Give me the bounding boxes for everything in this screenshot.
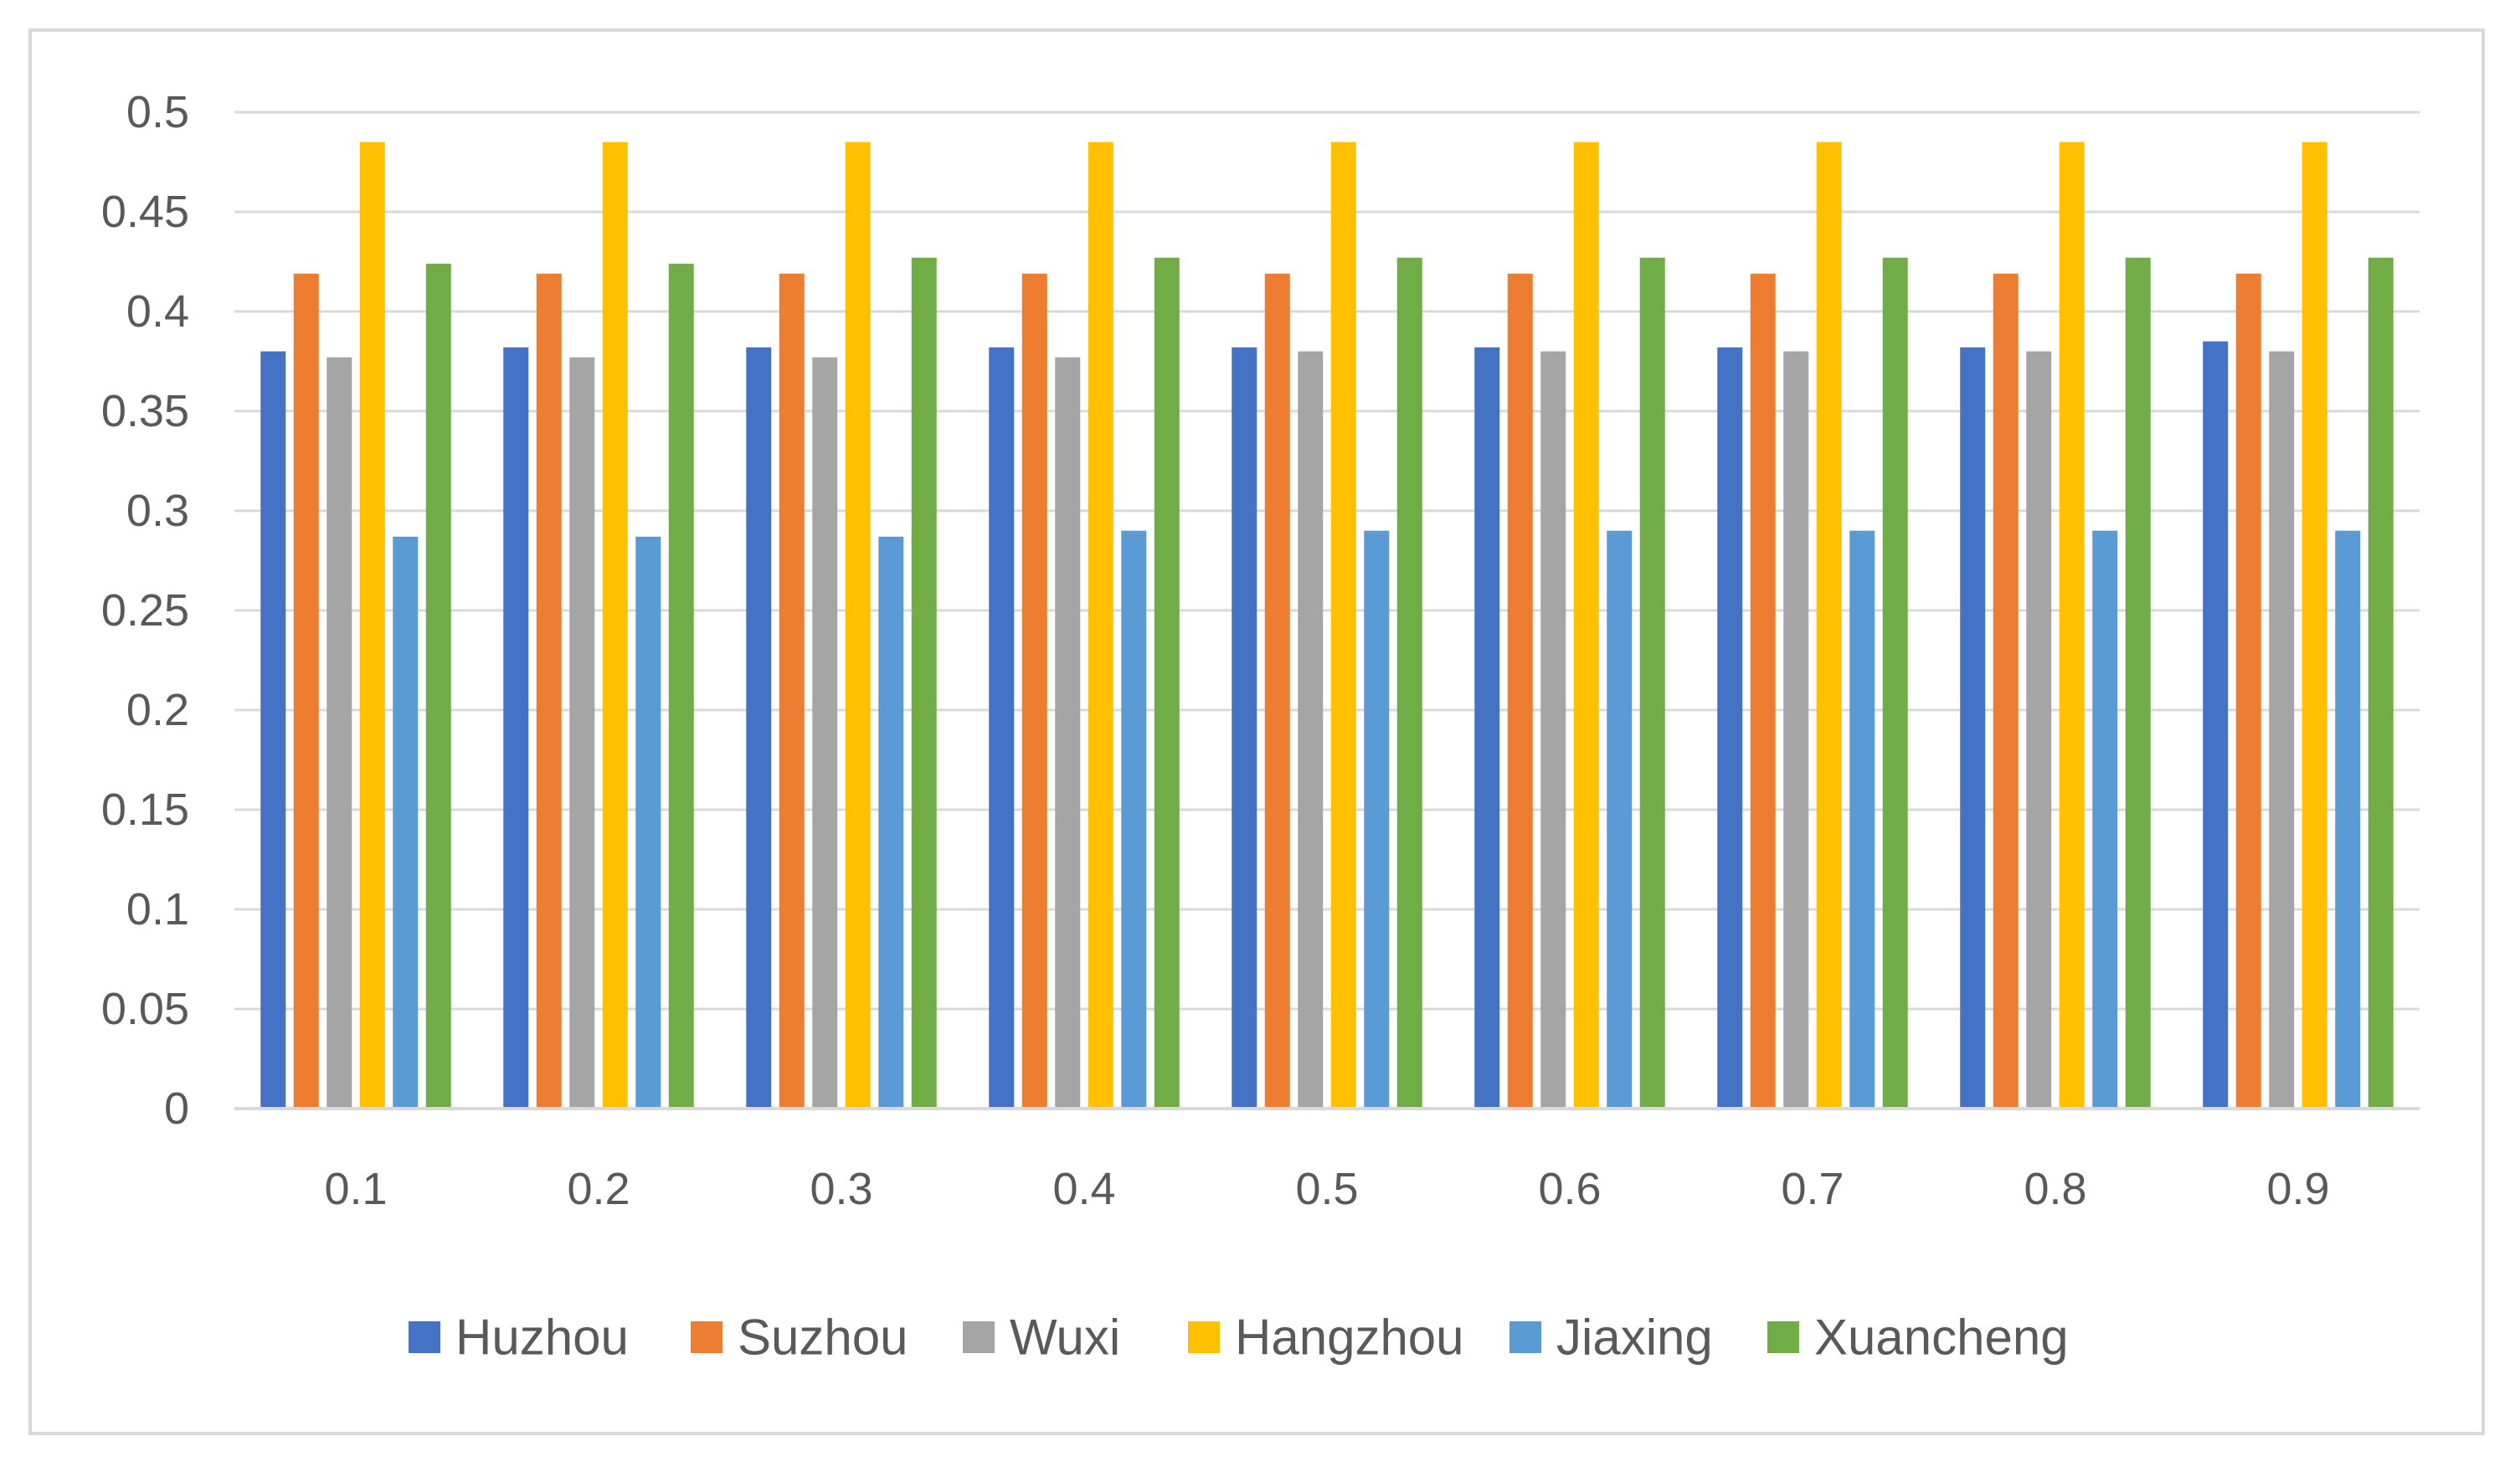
bar-wuxi-0.9: [2269, 351, 2295, 1109]
y-tick-label: 0.45: [101, 187, 189, 237]
bar-jiaxing-0.9: [2335, 530, 2361, 1109]
y-tick-label: 0.4: [126, 286, 189, 337]
legend-label: Xuancheng: [1814, 1310, 2069, 1366]
bar-suzhou-0.9: [2235, 273, 2261, 1109]
y-tick-label: 0.3: [126, 486, 189, 536]
bar-jiaxing-0.4: [1121, 530, 1147, 1109]
y-tick-label: 0.5: [126, 87, 189, 137]
bar-jiaxing-0.1: [393, 536, 419, 1109]
bar-wuxi-0.7: [1783, 351, 1809, 1109]
bar-huzhou-0.4: [989, 347, 1015, 1109]
legend-label: Huzhou: [455, 1310, 629, 1366]
bars: [260, 142, 2394, 1109]
y-axis-ticks: 0 0.05 0.1 0.15 0.2 0.25 0.3 0.35 0.4 0.45 0.5: [101, 87, 189, 1134]
bar-huzhou-0.1: [260, 351, 286, 1109]
bar-hangzhou-0.3: [845, 142, 871, 1109]
bar-xuancheng-0.4: [1154, 257, 1180, 1109]
bar-xuancheng-0.2: [668, 263, 694, 1109]
bar-huzhou-0.2: [503, 347, 529, 1109]
legend-swatch: [1509, 1321, 1541, 1353]
bar-wuxi-0.1: [327, 357, 352, 1109]
legend-item-hangzhou: Hangzhou: [1188, 1310, 1464, 1366]
bar-huzhou-0.5: [1232, 347, 1257, 1109]
legend-swatch: [409, 1321, 440, 1353]
x-axis-ticks: 0.1 0.2 0.3 0.4 0.5 0.6 0.7 0.8 0.9: [324, 1164, 2329, 1214]
bar-hangzhou-0.2: [602, 142, 628, 1109]
legend: Huzhou Suzhou Wuxi Hangzhou Jiaxing Xuancheng: [409, 1310, 2069, 1366]
bar-jiaxing-0.3: [878, 536, 904, 1109]
legend-swatch: [963, 1321, 995, 1353]
bar-jiaxing-0.6: [1607, 530, 1633, 1109]
bar-hangzhou-0.6: [1573, 142, 1599, 1109]
bar-jiaxing-0.2: [635, 536, 661, 1109]
x-tick-label: 0.7: [1781, 1164, 1844, 1214]
legend-item-suzhou: Suzhou: [691, 1310, 908, 1366]
bar-suzhou-0.7: [1750, 273, 1776, 1109]
bar-xuancheng-0.3: [911, 257, 937, 1109]
bar-wuxi-0.2: [569, 357, 595, 1109]
bar-suzhou-0.6: [1507, 273, 1533, 1109]
bar-wuxi-0.8: [2026, 351, 2052, 1109]
y-tick-label: 0: [164, 1084, 189, 1134]
legend-label: Jiaxing: [1556, 1310, 1713, 1366]
bar-huzhou-0.6: [1474, 347, 1500, 1109]
x-tick-label: 0.8: [2024, 1164, 2086, 1214]
bar-suzhou-0.2: [536, 273, 562, 1109]
bar-xuancheng-0.5: [1396, 257, 1422, 1109]
bar-wuxi-0.4: [1055, 357, 1081, 1109]
bar-xuancheng-0.8: [2125, 257, 2151, 1109]
bar-suzhou-0.4: [1021, 273, 1047, 1109]
x-tick-label: 0.9: [2266, 1164, 2329, 1214]
bar-wuxi-0.3: [812, 357, 838, 1109]
legend-item-wuxi: Wuxi: [963, 1310, 1120, 1366]
y-tick-label: 0.15: [101, 785, 189, 835]
bar-wuxi-0.5: [1298, 351, 1324, 1109]
y-tick-label: 0.1: [126, 884, 189, 934]
y-tick-label: 0.05: [101, 984, 189, 1034]
bar-jiaxing-0.8: [2092, 530, 2118, 1109]
legend-label: Suzhou: [738, 1310, 908, 1366]
bar-huzhou-0.7: [1717, 347, 1743, 1109]
bar-xuancheng-0.6: [1639, 257, 1665, 1109]
bar-hangzhou-0.9: [2301, 142, 2327, 1109]
bar-xuancheng-0.7: [1882, 257, 1908, 1109]
y-tick-label: 0.25: [101, 585, 189, 636]
legend-swatch: [691, 1321, 723, 1353]
legend-label: Hangzhou: [1235, 1310, 1464, 1366]
x-tick-label: 0.1: [324, 1164, 387, 1214]
bar-suzhou-0.8: [1993, 273, 2019, 1109]
y-tick-label: 0.2: [126, 685, 189, 735]
legend-item-jiaxing: Jiaxing: [1509, 1310, 1713, 1366]
bar-xuancheng-0.9: [2368, 257, 2394, 1109]
x-tick-label: 0.5: [1295, 1164, 1358, 1214]
bar-huzhou-0.9: [2203, 341, 2229, 1109]
bar-suzhou-0.1: [293, 273, 319, 1109]
bar-hangzhou-0.5: [1330, 142, 1356, 1109]
legend-swatch: [1767, 1321, 1799, 1353]
bar-hangzhou-0.7: [1816, 142, 1842, 1109]
bar-suzhou-0.3: [779, 273, 805, 1109]
bar-huzhou-0.8: [1960, 347, 1986, 1109]
x-tick-label: 0.6: [1538, 1164, 1601, 1214]
bar-hangzhou-0.8: [2059, 142, 2085, 1109]
bar-jiaxing-0.5: [1364, 530, 1390, 1109]
legend-swatch: [1188, 1321, 1220, 1353]
bar-hangzhou-0.1: [359, 142, 385, 1109]
bar-xuancheng-0.1: [425, 263, 451, 1109]
x-tick-label: 0.3: [810, 1164, 872, 1214]
gridlines: [234, 111, 2420, 1011]
bar-huzhou-0.3: [746, 347, 772, 1109]
x-tick-label: 0.4: [1052, 1164, 1115, 1214]
legend-label: Wuxi: [1010, 1310, 1120, 1366]
bar-jiaxing-0.7: [1849, 530, 1875, 1109]
legend-item-huzhou: Huzhou: [409, 1310, 629, 1366]
bar-suzhou-0.5: [1264, 273, 1290, 1109]
bar-hangzhou-0.4: [1088, 142, 1113, 1109]
y-tick-label: 0.35: [101, 386, 189, 436]
x-tick-label: 0.2: [567, 1164, 630, 1214]
legend-item-xuancheng: Xuancheng: [1767, 1310, 2069, 1366]
bar-wuxi-0.6: [1540, 351, 1566, 1109]
